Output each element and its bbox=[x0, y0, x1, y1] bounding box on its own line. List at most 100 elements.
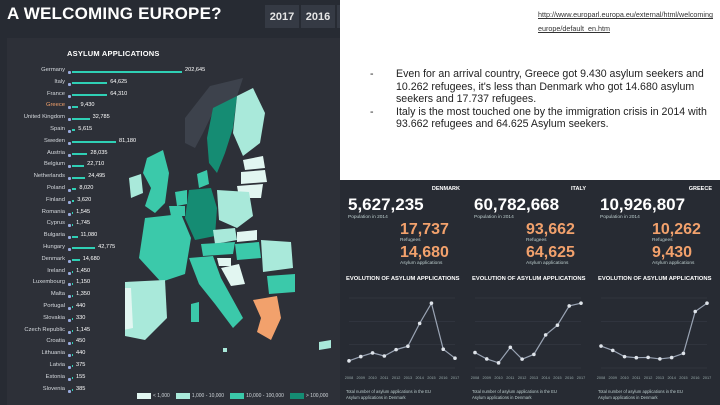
tab-year-2015[interactable]: 2015 bbox=[337, 5, 340, 28]
map-greece[interactable] bbox=[253, 296, 281, 340]
country-row[interactable]: Poland 8,020 bbox=[7, 185, 93, 197]
country-marker bbox=[68, 318, 71, 322]
map-portugal[interactable] bbox=[125, 288, 133, 330]
map-norway[interactable] bbox=[185, 78, 243, 148]
country-row[interactable]: Estonia 155 bbox=[7, 374, 85, 386]
country-row[interactable]: Croatia 450 bbox=[7, 338, 85, 350]
country-name: United Kingdom bbox=[23, 114, 65, 121]
x-tick-label: 2010 bbox=[620, 376, 628, 380]
country-row[interactable]: Luxembourg 1,150 bbox=[7, 279, 90, 291]
bullet-text: Even for an arrival country, Greece got … bbox=[396, 68, 704, 106]
country-bar bbox=[72, 117, 90, 120]
map-romania[interactable] bbox=[261, 240, 293, 272]
country-row[interactable]: Finland 3,620 bbox=[7, 196, 91, 209]
map-dashboard: A WELCOMING EUROPE? 20172016201520142013… bbox=[0, 0, 340, 405]
country-value: 330 bbox=[76, 314, 86, 321]
map-italy[interactable] bbox=[189, 256, 243, 328]
legend-label: < 1,000 bbox=[153, 393, 170, 399]
country-stats-italy: ITALY 60,782,668 Population in 2014 93,662 R… bbox=[466, 180, 592, 405]
country-row[interactable]: France 64,310 bbox=[7, 90, 127, 103]
country-name: Slovakia bbox=[43, 314, 65, 321]
map-finland[interactable] bbox=[233, 88, 265, 156]
country-row[interactable]: Austria 28,035 bbox=[7, 150, 108, 162]
europe-map[interactable] bbox=[125, 78, 335, 388]
map-ireland[interactable] bbox=[129, 174, 143, 198]
country-row[interactable]: Lithuania 440 bbox=[7, 350, 85, 362]
country-name: Spain bbox=[50, 125, 65, 132]
asylum-value: 9,430 bbox=[652, 244, 693, 261]
map-latvia[interactable] bbox=[241, 170, 267, 184]
country-marker bbox=[68, 377, 71, 381]
x-tick-label: 2016 bbox=[691, 376, 699, 380]
x-tick-label: 2013 bbox=[404, 376, 412, 380]
data-point bbox=[429, 301, 434, 305]
tab-year-2016[interactable]: 2016 bbox=[301, 5, 335, 28]
country-row[interactable]: Netherlands 24,495 bbox=[7, 173, 105, 185]
map-france[interactable] bbox=[139, 214, 191, 282]
chart-legend-item: Total number of asylum applications in t… bbox=[598, 389, 683, 394]
map-cyprus[interactable] bbox=[319, 340, 331, 350]
country-row[interactable]: Belgium 22,710 bbox=[7, 161, 104, 173]
map-croatia[interactable] bbox=[221, 264, 245, 286]
data-point bbox=[599, 344, 603, 348]
country-name: France bbox=[46, 90, 65, 97]
x-tick-label: 2012 bbox=[518, 376, 526, 380]
country-row[interactable]: Romania 1,545 bbox=[7, 209, 90, 221]
country-row[interactable]: Portugal 440 bbox=[7, 303, 85, 315]
map-belgium[interactable] bbox=[169, 206, 185, 216]
x-tick-label: 2014 bbox=[541, 376, 549, 380]
country-marker bbox=[68, 106, 71, 110]
country-row[interactable]: Denmark 14,680 bbox=[7, 255, 100, 268]
country-row[interactable]: Hungary 42,775 bbox=[7, 244, 115, 256]
country-row[interactable]: Germany 202,645 bbox=[7, 67, 205, 79]
map-uk[interactable] bbox=[143, 150, 169, 213]
country-row[interactable]: Bulgaria 11,080 bbox=[7, 232, 97, 244]
population-label: Population in 2014 bbox=[600, 215, 640, 220]
map-austria[interactable] bbox=[201, 242, 235, 256]
map-netherlands[interactable] bbox=[175, 190, 187, 206]
map-slovakia[interactable] bbox=[237, 230, 257, 242]
country-row[interactable]: Latvia 375 bbox=[7, 362, 85, 374]
data-point bbox=[693, 309, 698, 314]
country-value: 11,080 bbox=[80, 232, 98, 239]
map-poland[interactable] bbox=[217, 190, 253, 228]
tab-year-2017[interactable]: 2017 bbox=[265, 5, 299, 28]
country-row[interactable]: Italy 64,625 bbox=[7, 78, 127, 91]
map-estonia[interactable] bbox=[243, 156, 265, 170]
country-value: 1,745 bbox=[76, 220, 91, 227]
map-denmark[interactable] bbox=[197, 170, 209, 188]
data-point bbox=[705, 301, 709, 305]
country-marker bbox=[68, 177, 71, 181]
map-germany[interactable] bbox=[185, 188, 217, 240]
map-panel: ASYLUM APPLICATIONS Germany 202,645 Italy 6… bbox=[7, 38, 340, 405]
map-czech[interactable] bbox=[213, 228, 237, 244]
map-bulgaria[interactable] bbox=[267, 274, 295, 294]
country-row[interactable]: Sweden 81,180 bbox=[7, 138, 136, 150]
map-malta[interactable] bbox=[223, 348, 227, 352]
map-spain[interactable] bbox=[125, 280, 167, 340]
country-row[interactable]: Slovakia 330 bbox=[7, 314, 85, 327]
x-tick-label: 2011 bbox=[380, 376, 388, 380]
x-tick-label: 2010 bbox=[494, 376, 502, 380]
map-sardinia[interactable] bbox=[191, 302, 199, 322]
country-name: Italy bbox=[54, 78, 65, 85]
country-row[interactable]: United Kingdom 32,785 bbox=[7, 114, 110, 126]
country-row[interactable]: Ireland 1,450 bbox=[7, 268, 90, 280]
country-name: Finland bbox=[45, 196, 65, 203]
country-row[interactable]: Malta 1,350 bbox=[7, 291, 90, 303]
country-name: Malta bbox=[50, 291, 65, 298]
map-sweden[interactable] bbox=[207, 96, 237, 173]
map-hungary[interactable] bbox=[235, 242, 261, 260]
country-row[interactable]: Spain 5,615 bbox=[7, 125, 92, 138]
country-value: 202,645 bbox=[185, 67, 206, 73]
country-value: 1,350 bbox=[76, 291, 91, 298]
country-row[interactable]: Czech Republic 1,145 bbox=[7, 327, 90, 339]
country-row[interactable]: Cyprus 1,745 bbox=[7, 220, 90, 232]
country-name: GREECE bbox=[688, 186, 712, 192]
source-link[interactable]: http://www.europarl.europa.eu/external/h… bbox=[538, 10, 713, 33]
country-name: Denmark bbox=[41, 255, 65, 262]
map-slovenia[interactable] bbox=[217, 258, 231, 266]
country-row[interactable]: Slovenia 385 bbox=[7, 386, 85, 398]
country-row[interactable]: Greece 9,430 bbox=[7, 102, 95, 114]
country-bar bbox=[72, 129, 76, 132]
